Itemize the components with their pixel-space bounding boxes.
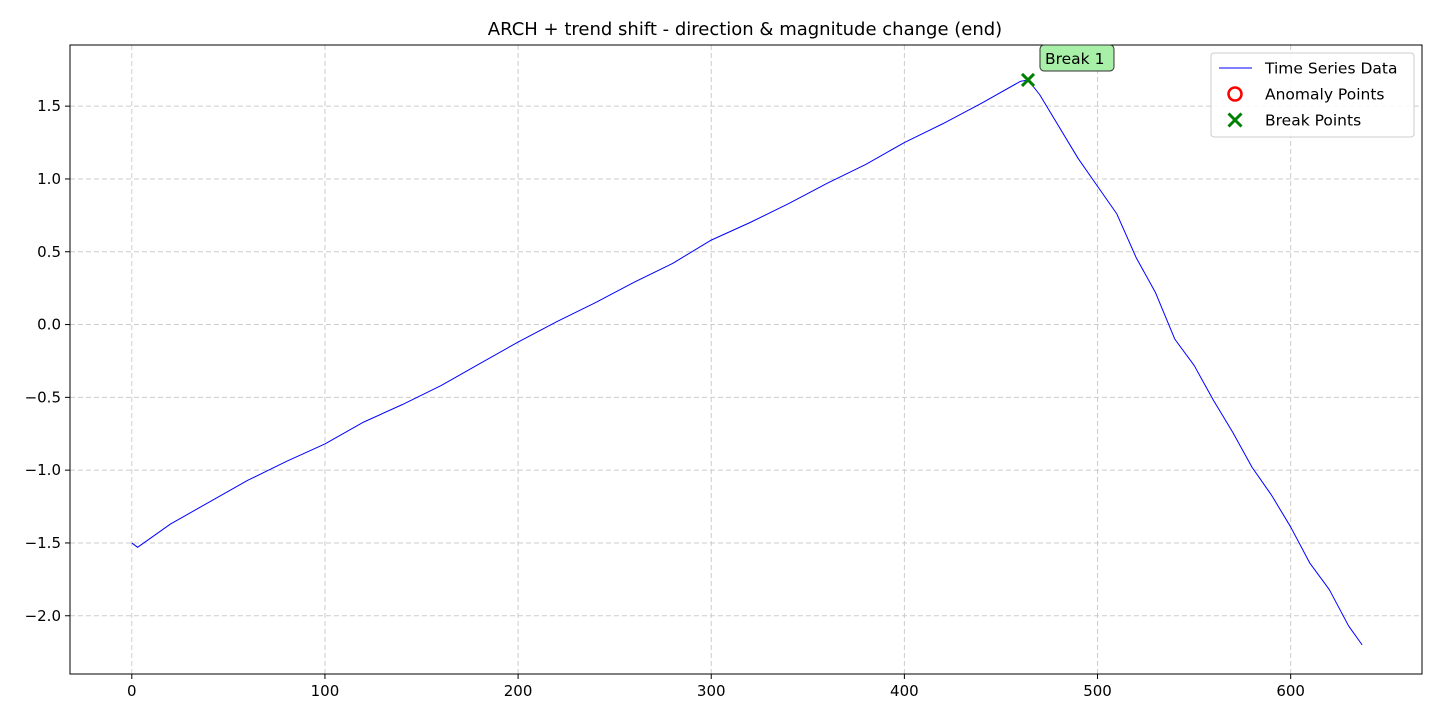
break-point-label: Break 1 — [1045, 50, 1104, 68]
y-tick-label: 0.0 — [37, 316, 61, 334]
y-tick-label: −1.0 — [25, 461, 61, 479]
grid-layer — [70, 45, 1422, 674]
break-point-label-box — [1039, 44, 1115, 72]
x-tick-label: 100 — [311, 682, 340, 700]
tick-layer: 0 100 200 300 400 500 600 −2.0 −1.5 −1.0 −0.5 0.0 0.… — [25, 97, 1305, 700]
y-tick-label: −1.5 — [25, 534, 61, 552]
x-tick-label: 600 — [1276, 682, 1305, 700]
y-tick-label: −2.0 — [25, 607, 61, 625]
marker-layer — [1020, 72, 1036, 88]
y-tick-label: 1.5 — [37, 97, 61, 115]
legend-label: Anomaly Points — [1265, 86, 1384, 104]
chart-title: ARCH + trend shift - direction & magnitu… — [488, 19, 1002, 40]
legend-x-swatch — [1227, 112, 1243, 128]
y-tick-label: −0.5 — [25, 388, 61, 406]
series-layer — [131, 79, 1363, 646]
series-line — [131, 79, 1363, 646]
x-tick-label: 400 — [890, 682, 919, 700]
x-tick-label: 0 — [127, 682, 137, 700]
legend-circle-swatch — [1227, 86, 1243, 102]
break-point-mark — [1020, 72, 1036, 88]
legend-label: Time Series Data — [1264, 60, 1397, 78]
x-tick-label: 500 — [1083, 682, 1112, 700]
y-tick-label: 0.5 — [37, 243, 61, 261]
x-tick-label: 200 — [504, 682, 533, 700]
annotation-layer: Break 1 — [1039, 44, 1115, 72]
y-tick-label: 1.0 — [37, 170, 61, 188]
legend: Time Series Data Anomaly Points Break Poin… — [1210, 52, 1415, 138]
legend-label: Break Points — [1265, 112, 1361, 130]
legend-box — [1210, 52, 1415, 138]
x-tick-label: 300 — [697, 682, 726, 700]
plot-frame — [69, 44, 1423, 675]
